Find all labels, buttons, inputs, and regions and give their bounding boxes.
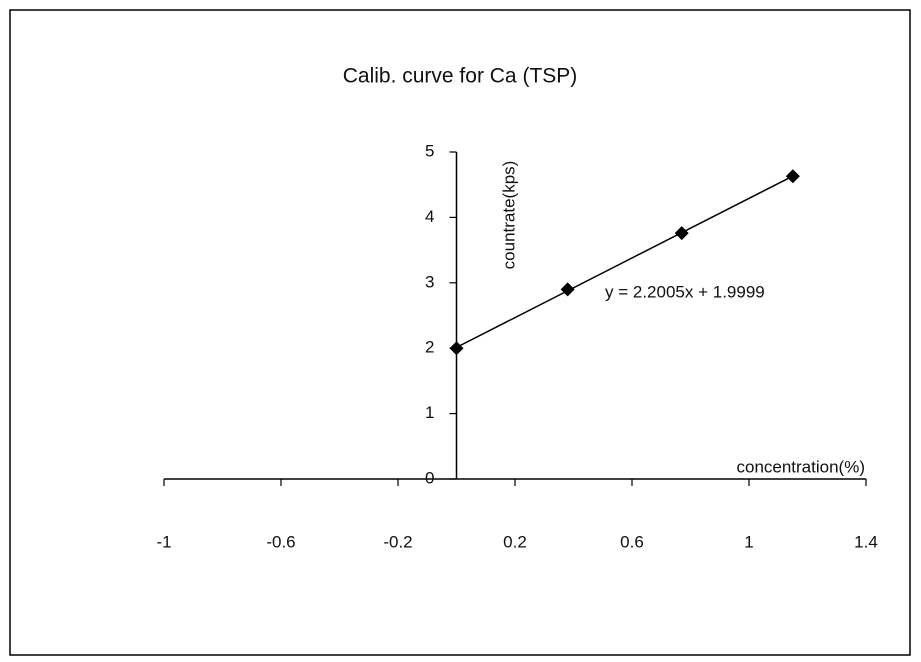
data-point — [674, 226, 689, 241]
y-tick-label: 0 — [425, 468, 434, 487]
annotation: y = 2.2005x + 1.9999 — [605, 282, 765, 301]
y-tick-label: 5 — [425, 141, 434, 160]
y-tick-label: 4 — [425, 207, 434, 226]
y-tick-label: 2 — [425, 338, 434, 357]
data-point — [785, 169, 800, 184]
trendline — [456, 175, 794, 349]
x-tick-label: -1 — [156, 532, 171, 551]
x-tick-label: 0.2 — [503, 532, 527, 551]
x-tick-label: -0.6 — [266, 532, 295, 551]
chart-frame — [9, 9, 911, 656]
y-tick-label: 3 — [425, 272, 434, 291]
x-tick-label: 1.4 — [854, 532, 878, 551]
chart-title: Calib. curve for Ca (TSP) — [343, 65, 578, 88]
y-tick-label: 1 — [425, 403, 434, 422]
x-axis-label: concentration(%) — [736, 457, 865, 476]
data-point — [449, 341, 464, 356]
x-tick-label: -0.2 — [383, 532, 412, 551]
y-axis-label: countrate(kps) — [499, 161, 518, 270]
data-point — [560, 282, 575, 297]
x-tick-label: 1 — [744, 532, 753, 551]
x-tick-label: 0.6 — [620, 532, 644, 551]
